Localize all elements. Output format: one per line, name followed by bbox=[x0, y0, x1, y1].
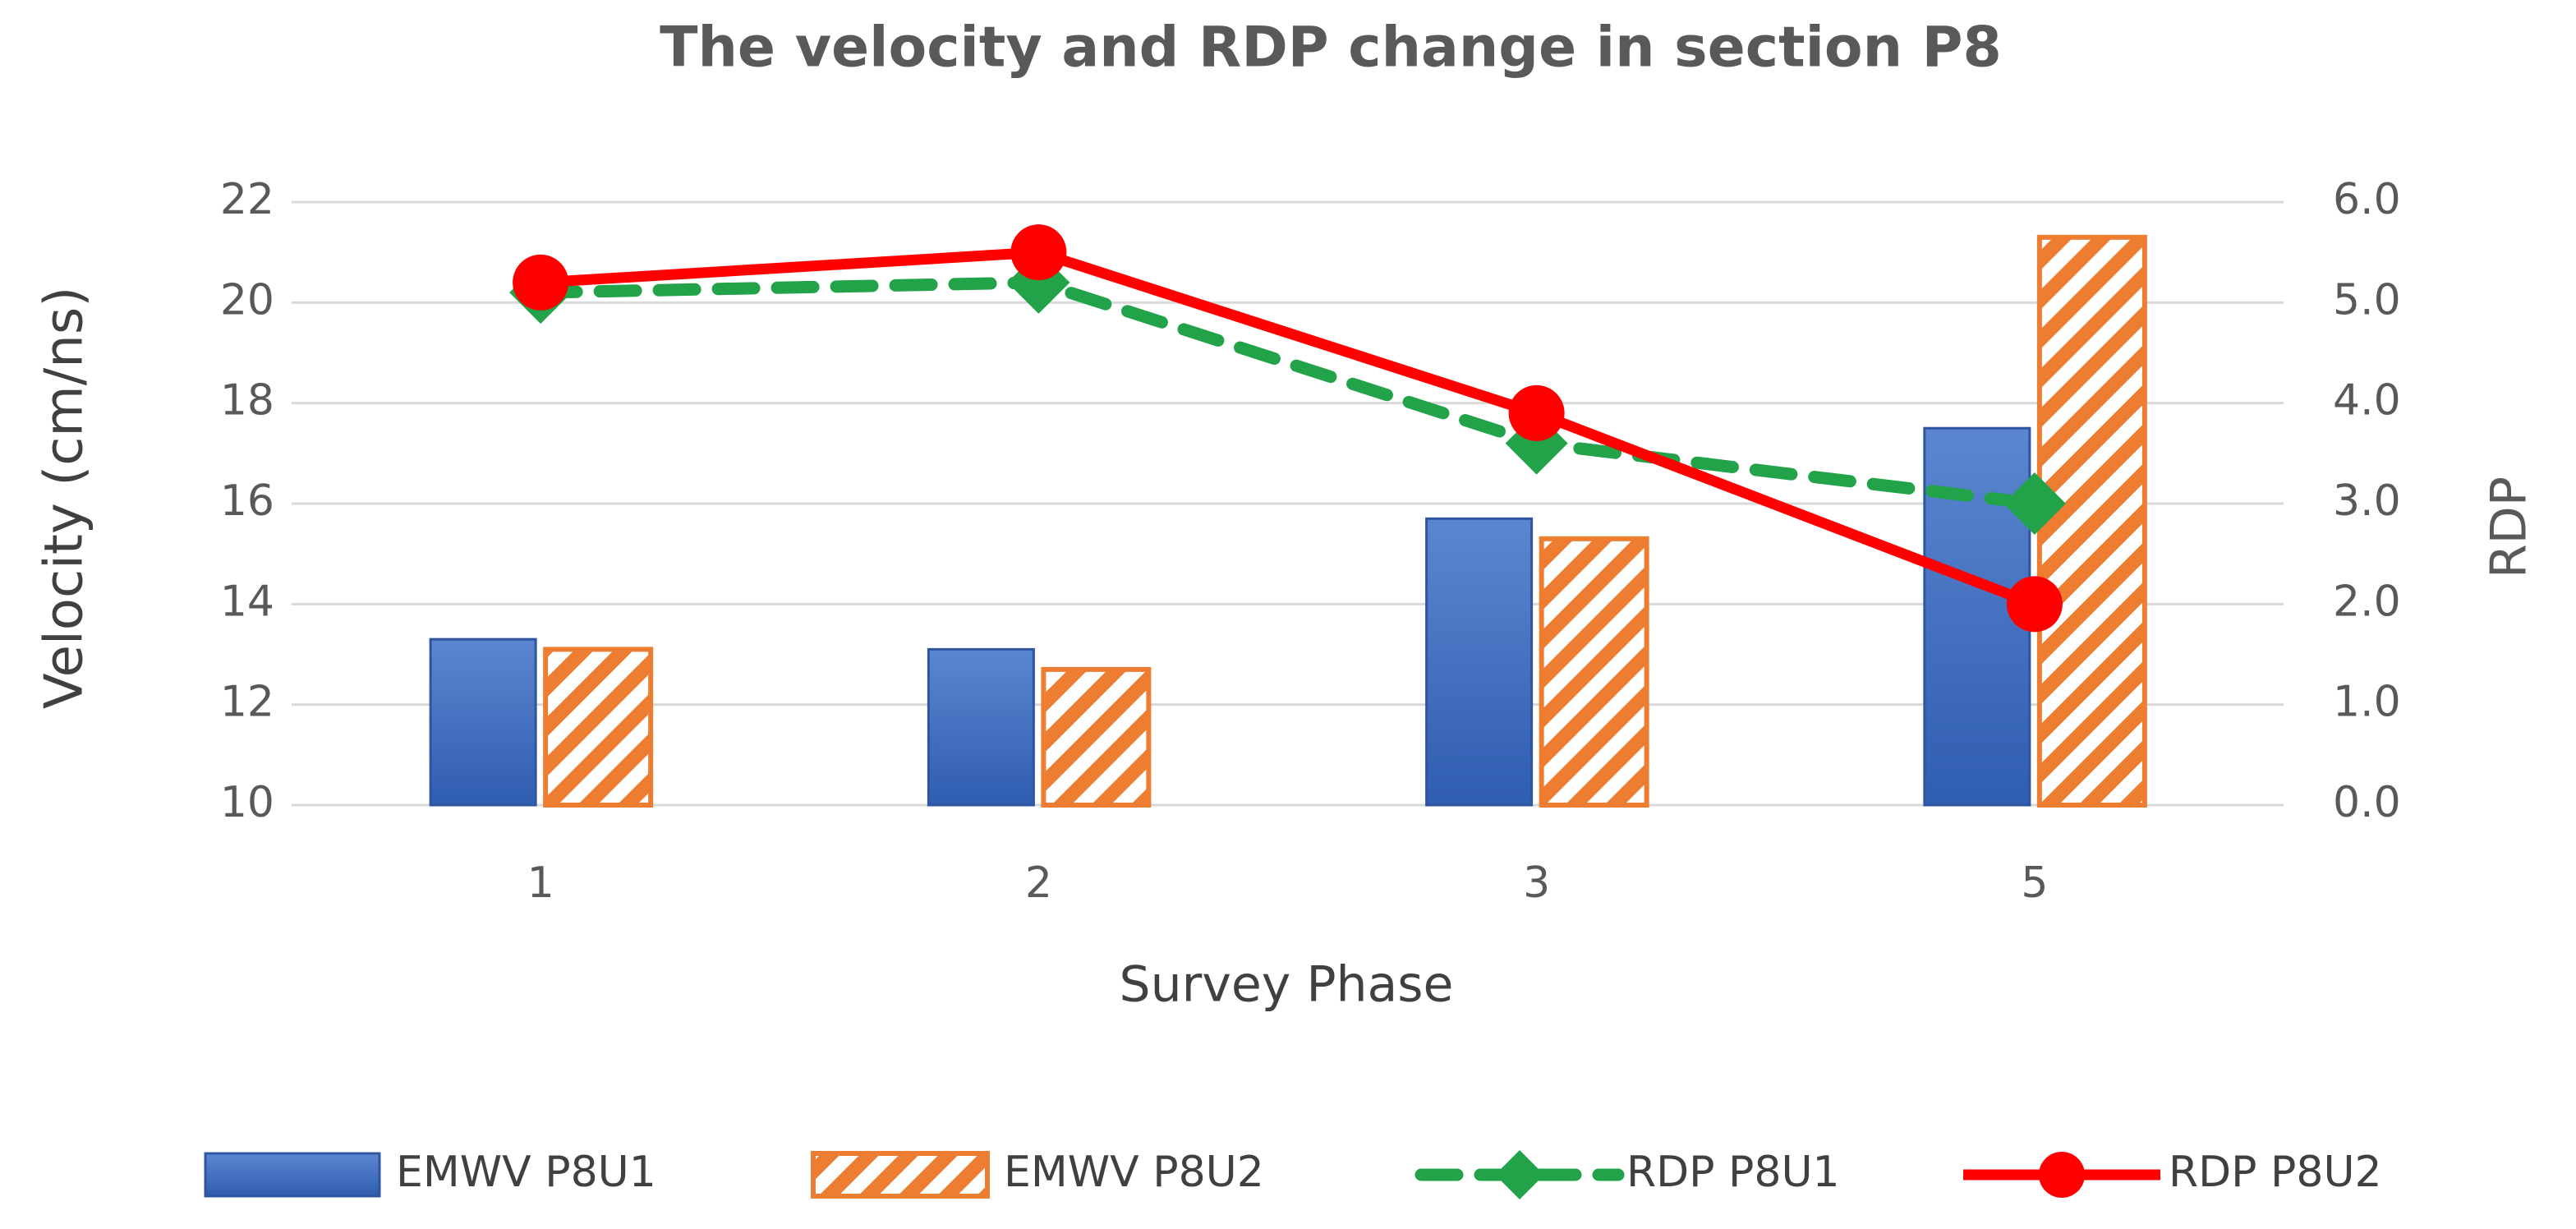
circle-marker bbox=[1010, 224, 1067, 281]
bar-emwv-p8u2 bbox=[2036, 234, 2147, 808]
legend-label: EMWV P8U1 bbox=[396, 1148, 656, 1197]
y-axis-title: Velocity (cm/ns) bbox=[34, 287, 95, 709]
legend-swatch bbox=[204, 1152, 381, 1198]
circle-marker bbox=[513, 254, 569, 311]
y2-tick-label: 5.0 bbox=[2333, 275, 2401, 325]
y2-tick-label: 6.0 bbox=[2333, 175, 2401, 224]
y2-tick-label: 3.0 bbox=[2333, 476, 2401, 526]
y-tick-label: 16 bbox=[220, 476, 274, 526]
series-lines bbox=[534, 246, 2041, 610]
legend-marker bbox=[1495, 1150, 1544, 1199]
legend-label: RDP P8U1 bbox=[1626, 1148, 1840, 1197]
x-tick-label: 5 bbox=[2021, 858, 2048, 908]
y2-tick-label: 0.0 bbox=[2333, 778, 2401, 827]
legend: EMWV P8U1 EMWV P8U2 RDP P8U1 RDP P8U2 bbox=[204, 1148, 2382, 1199]
y2-axis-title: RDP bbox=[2481, 476, 2538, 578]
line-rdp-p8u2 bbox=[540, 246, 2037, 610]
bar-emwv-p8u1 bbox=[1425, 517, 1534, 807]
bar-emwv-p8u1 bbox=[927, 647, 1035, 807]
diamond-marker bbox=[2003, 472, 2066, 535]
legend-marker bbox=[2039, 1152, 2085, 1198]
circle-marker bbox=[2006, 576, 2063, 633]
legend-item: RDP P8U1 bbox=[1414, 1148, 1840, 1199]
chart-title: The velocity and RDP change in section P… bbox=[660, 16, 2002, 81]
y-tick-label: 20 bbox=[220, 275, 274, 325]
legend-swatch bbox=[811, 1151, 990, 1199]
bar-emwv-p8u2 bbox=[543, 647, 654, 808]
legend-label: EMWV P8U2 bbox=[1004, 1148, 1264, 1197]
y-tick-label: 22 bbox=[220, 175, 274, 224]
circle-marker bbox=[1508, 384, 1565, 441]
line-rdp-p8u1 bbox=[534, 276, 2041, 510]
x-axis-title: Survey Phase bbox=[1120, 956, 1454, 1014]
diamond-marker bbox=[1505, 412, 1568, 475]
x-tick-label: 1 bbox=[527, 858, 554, 908]
x-tick-label: 2 bbox=[1025, 858, 1052, 908]
y2-tick-label: 2.0 bbox=[2333, 577, 2401, 626]
y-tick-label: 14 bbox=[220, 577, 274, 626]
legend-item: EMWV P8U1 bbox=[204, 1148, 656, 1198]
legend-item: RDP P8U2 bbox=[1963, 1148, 2382, 1198]
y2-tick-label: 4.0 bbox=[2333, 376, 2401, 426]
bar-emwv-p8u2 bbox=[1539, 536, 1649, 808]
y2-tick-label: 1.0 bbox=[2333, 678, 2401, 727]
x-tick-label: 3 bbox=[1523, 858, 1550, 908]
y-tick-label: 18 bbox=[220, 376, 274, 426]
series-markers bbox=[509, 224, 2066, 633]
bar-emwv-p8u1 bbox=[429, 638, 537, 807]
bars bbox=[429, 234, 2147, 808]
legend-label: RDP P8U2 bbox=[2169, 1148, 2382, 1197]
y-tick-label: 12 bbox=[220, 678, 274, 727]
y-tick-label: 10 bbox=[220, 778, 274, 827]
legend-item: EMWV P8U2 bbox=[811, 1148, 1264, 1199]
bar-emwv-p8u2 bbox=[1041, 666, 1152, 808]
